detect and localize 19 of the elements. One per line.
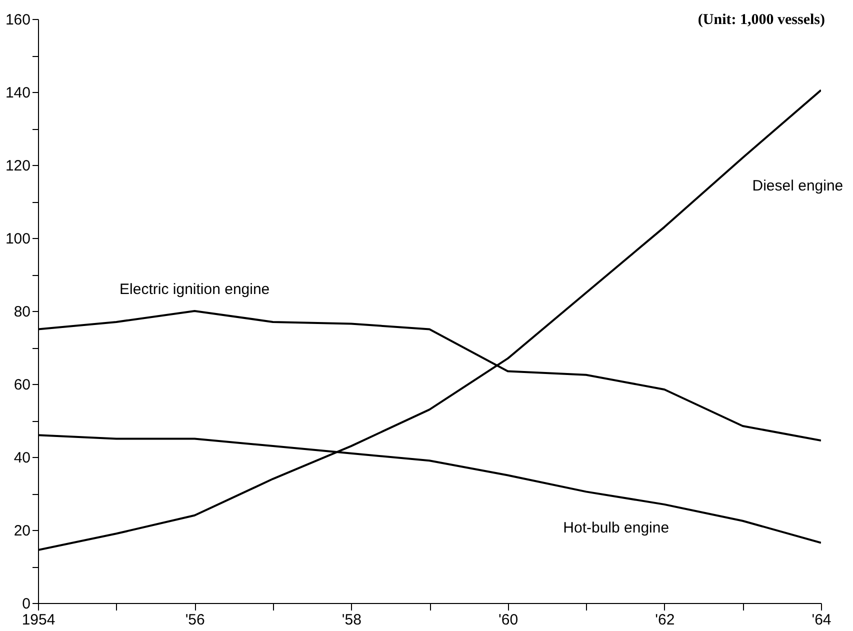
series-label: Hot-bulb engine — [563, 520, 670, 537]
x-tick-label: '64 — [812, 612, 832, 628]
x-tick-label: '62 — [655, 612, 675, 628]
y-tick-label: 40 — [14, 450, 30, 466]
x-tick-label: '60 — [498, 612, 518, 628]
series-label: Electric ignition engine — [120, 281, 270, 298]
x-tick-label: '56 — [185, 612, 205, 628]
y-tick-label: 120 — [5, 158, 30, 174]
x-tick-label: '58 — [342, 612, 362, 628]
y-tick-label: 160 — [5, 12, 30, 28]
series-label: Diesel engine — [752, 178, 844, 195]
y-tick-label: 80 — [14, 304, 30, 320]
x-tick-label: 1954 — [22, 612, 56, 628]
y-tick-label: 140 — [5, 84, 30, 102]
y-tick-label: 60 — [14, 376, 30, 394]
y-tick-label: 20 — [14, 522, 30, 540]
annotation: (Unit: 1,000 vessels) — [698, 12, 825, 28]
y-tick-label: 0 — [22, 596, 30, 612]
y-tick-label: 100 — [5, 230, 30, 248]
